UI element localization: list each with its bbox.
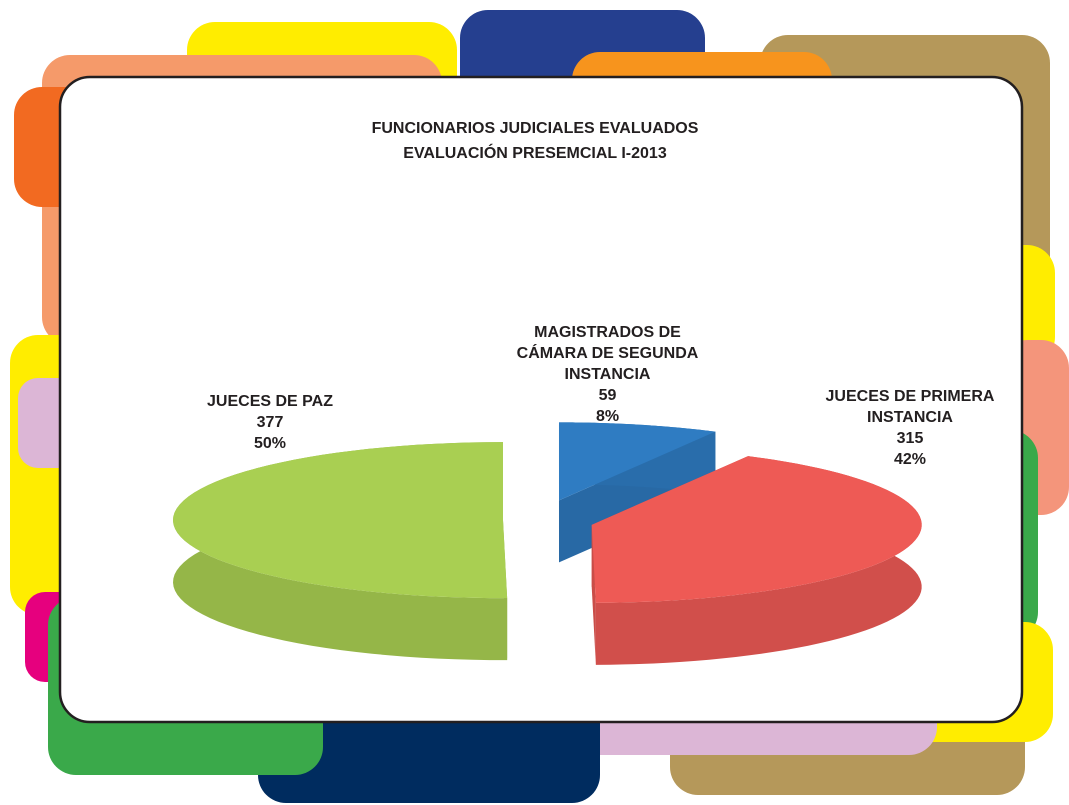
page: FUNCIONARIOS JUDICIALES EVALUADOS EVALUA… bbox=[0, 0, 1069, 805]
slice-label: MAGISTRADOS DE CÁMARA DE SEGUNDA INSTANC… bbox=[500, 322, 715, 427]
percent-label: 50% bbox=[190, 433, 350, 454]
slice-label: JUECES DE PRIMERA INSTANCIA 315 42% bbox=[810, 386, 1010, 470]
category-label: JUECES DE PAZ bbox=[190, 391, 350, 412]
percent-label: 8% bbox=[500, 406, 715, 427]
slice-label: JUECES DE PAZ 377 50% bbox=[190, 391, 350, 454]
value-label: 59 bbox=[500, 385, 715, 406]
category-label: JUECES DE PRIMERA INSTANCIA bbox=[810, 386, 1010, 428]
percent-label: 42% bbox=[810, 449, 1010, 470]
chart-title: FUNCIONARIOS JUDICIALES EVALUADOS bbox=[235, 120, 835, 138]
chart-subtitle: EVALUACIÓN PRESEMCIAL I-2013 bbox=[235, 145, 835, 163]
value-label: 315 bbox=[810, 428, 1010, 449]
value-label: 377 bbox=[190, 412, 350, 433]
category-label: MAGISTRADOS DE CÁMARA DE SEGUNDA INSTANC… bbox=[500, 322, 715, 385]
